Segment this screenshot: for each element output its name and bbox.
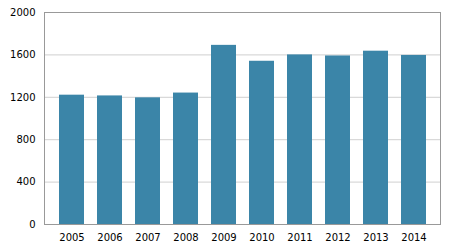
svg-text:2012: 2012	[325, 232, 350, 243]
svg-text:2006: 2006	[97, 232, 122, 243]
svg-text:0: 0	[29, 219, 35, 230]
svg-text:2000: 2000	[10, 7, 35, 18]
svg-text:2014: 2014	[401, 232, 426, 243]
svg-text:2011: 2011	[287, 232, 312, 243]
svg-text:2010: 2010	[249, 232, 274, 243]
svg-text:400: 400	[16, 176, 35, 187]
svg-text:2013: 2013	[363, 232, 388, 243]
svg-text:2008: 2008	[173, 232, 198, 243]
svg-text:1600: 1600	[10, 49, 35, 60]
svg-text:1200: 1200	[10, 92, 35, 103]
svg-text:2009: 2009	[211, 232, 236, 243]
svg-text:800: 800	[16, 134, 35, 145]
svg-text:2007: 2007	[135, 232, 160, 243]
svg-text:2005: 2005	[59, 232, 84, 243]
